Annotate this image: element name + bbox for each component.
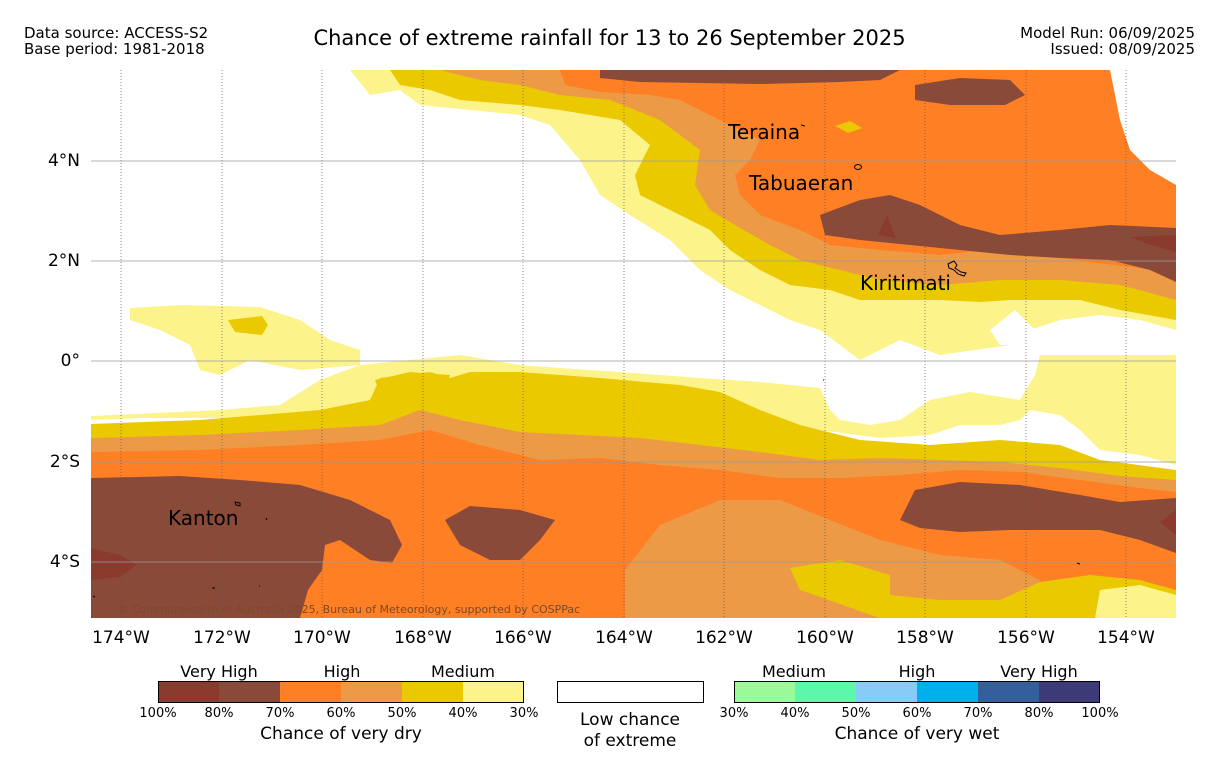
wet-tick-50: 50%: [841, 706, 871, 721]
wet-caption: Chance of very wet: [834, 724, 1000, 744]
equator-mid-yellow: [375, 372, 450, 392]
lat-label-2s: 2°S: [49, 452, 80, 472]
south-lower-lightyellow: [1095, 585, 1176, 618]
south-zone-70-80-west: [91, 476, 402, 618]
dry-tick-60: 60%: [326, 706, 356, 721]
wet-header-high: High: [898, 662, 936, 681]
north-zone-60-70: [560, 70, 1176, 270]
north-dark-strip: [1130, 235, 1176, 252]
lon-label-158w: 158°W: [896, 628, 954, 648]
lon-label-166w: 166°W: [494, 628, 552, 648]
lon-label-170w: 170°W: [293, 628, 351, 648]
west-equator-40-50: [228, 316, 268, 335]
wet-tick-60: 60%: [902, 706, 932, 721]
grid-lines: [120, 70, 1127, 618]
dry-swatch-80-70: [219, 681, 280, 703]
south-dark-west: [91, 548, 137, 580]
south-lower-yellow: [790, 560, 1176, 618]
kanton-island: [234, 501, 241, 507]
wet-tick-40: 40%: [780, 706, 810, 721]
model-run-text: Model Run: 06/09/2025: [1020, 24, 1195, 42]
dry-header-high: High: [323, 662, 361, 681]
lon-label-174w: 174°W: [92, 628, 150, 648]
data-source-block: Data source: ACCESS-S2 Base period: 1981…: [24, 25, 208, 57]
dry-tick-70: 70%: [265, 706, 295, 721]
equator-right-low: [990, 310, 1035, 345]
place-kanton: Kanton: [168, 506, 239, 530]
dry-tick-40: 40%: [448, 706, 478, 721]
dry-caption: Chance of very dry: [260, 724, 422, 744]
map-fields: [91, 70, 1176, 618]
place-teraina: Teraina: [728, 120, 801, 144]
wet-swatch-70-80: [978, 681, 1039, 703]
north-small-yellow: [835, 121, 862, 133]
wet-swatch-30-40: [734, 681, 795, 703]
lon-label-168w: 168°W: [394, 628, 452, 648]
equator-right-low-2: [1060, 320, 1130, 355]
wet-swatch-40-50: [795, 681, 856, 703]
lat-label-2n: 2°N: [47, 251, 80, 271]
low-chance-line2: of extreme: [583, 731, 677, 751]
wet-tick-70: 70%: [963, 706, 993, 721]
islands: [92, 124, 1081, 598]
place-kiritimati: Kiritimati: [860, 271, 951, 295]
wet-tick-30: 30%: [719, 706, 749, 721]
small-island-5: [1076, 562, 1081, 565]
lon-label-156w: 156°W: [997, 628, 1055, 648]
dry-swatch-50-40: [402, 681, 463, 703]
north-top-brown-2: [915, 78, 1025, 105]
lat-label-4n: 4°N: [47, 151, 80, 171]
wet-swatch-50-60: [856, 681, 917, 703]
dry-swatch-100-80: [158, 681, 219, 703]
issued-text: Issued: 08/09/2025: [1050, 40, 1195, 58]
wet-swatch-80-100: [1039, 681, 1100, 703]
dry-swatch-60-50: [341, 681, 402, 703]
wet-tick-100: 100%: [1081, 706, 1119, 721]
lon-label-172w: 172°W: [193, 628, 251, 648]
west-equator-30-40: [130, 305, 360, 375]
base-period-text: Base period: 1981-2018: [24, 40, 205, 58]
dry-swatch-70-60: [280, 681, 341, 703]
lon-label-162w: 162°W: [695, 628, 753, 648]
place-tabuaeran: Tabuaeran: [749, 171, 854, 195]
low-chance-caption: Low chance of extreme: [540, 710, 720, 752]
wet-header-very-high: Very High: [1000, 662, 1078, 681]
map-title: Chance of extreme rainfall for 13 to 26 …: [313, 26, 906, 50]
south-dark-east: [1160, 510, 1176, 535]
south-zone-70-80-mid: [445, 506, 555, 560]
south-lower-tan: [625, 500, 1040, 618]
kiritimati-island: [947, 260, 967, 277]
copyright-credit: © Commonwealth of Australia 2025, Bureau…: [117, 603, 581, 616]
dry-tick-100: 100%: [139, 706, 177, 721]
model-run-block: Model Run: 06/09/2025 Issued: 08/09/2025: [1020, 25, 1195, 57]
small-island-4: [92, 595, 96, 598]
north-zone-70-80: [820, 195, 1176, 282]
dry-header-very-high: Very High: [180, 662, 258, 681]
low-chance-swatch: [557, 681, 704, 703]
wet-tick-80: 80%: [1024, 706, 1054, 721]
dry-header-medium: Medium: [431, 662, 495, 681]
north-dark-patch: [878, 215, 896, 238]
dry-tick-80: 80%: [204, 706, 234, 721]
lat-label-0: 0°: [60, 351, 80, 371]
low-chance-line1: Low chance: [580, 710, 680, 730]
lon-label-164w: 164°W: [595, 628, 653, 648]
lon-label-154w: 154°W: [1097, 628, 1155, 648]
tabuaeran-island: [854, 164, 862, 170]
data-source-text: Data source: ACCESS-S2: [24, 24, 209, 42]
dry-swatch-40-30: [463, 681, 524, 703]
north-right-low: [1110, 70, 1176, 185]
dry-tick-50: 50%: [387, 706, 417, 721]
small-island-1: [265, 517, 268, 521]
lat-label-4s: 4°S: [49, 552, 80, 572]
wet-header-medium: Medium: [762, 662, 826, 681]
teraina-island: [800, 124, 806, 127]
south-zone-70-80-east: [900, 482, 1176, 553]
wet-swatch-60-70: [917, 681, 978, 703]
lat-grid-lines: [91, 160, 1176, 563]
dry-tick-30: 30%: [509, 706, 539, 721]
lon-label-160w: 160°W: [796, 628, 854, 648]
